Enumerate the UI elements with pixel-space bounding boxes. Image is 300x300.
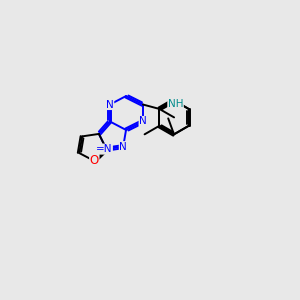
- Text: NH: NH: [168, 98, 183, 109]
- Text: N: N: [106, 100, 114, 110]
- Text: N: N: [119, 142, 127, 152]
- Text: =N: =N: [96, 144, 112, 154]
- Text: O: O: [90, 154, 99, 167]
- Text: N: N: [139, 116, 147, 127]
